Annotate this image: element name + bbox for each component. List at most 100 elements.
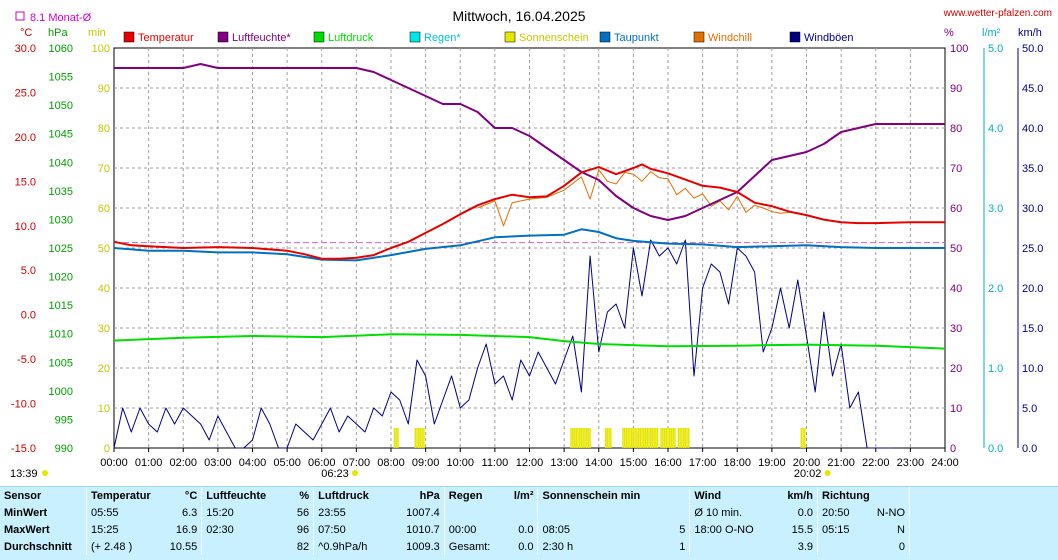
temp-tick-label: 15.0 <box>15 176 36 188</box>
legend-label: Sonnenschein <box>519 32 589 44</box>
hpa-tick-label: 1055 <box>49 72 73 84</box>
legend-label: Regen* <box>424 32 461 44</box>
hpa-tick-label: 1015 <box>49 300 73 312</box>
hpa-tick-label: 995 <box>55 414 73 426</box>
stats-cell <box>538 504 690 521</box>
temp-tick-label: 0.0 <box>21 310 36 322</box>
percent-tick-label: 30 <box>950 323 962 335</box>
unit-min: min <box>88 27 106 39</box>
stats-cell: Gesamt:0.0 <box>444 538 538 555</box>
time-tick-label: 08:00 <box>377 457 405 469</box>
min-tick-label: 0 <box>104 443 110 455</box>
temp-tick-label: -15.0 <box>11 443 36 455</box>
time-tick-label: 11:00 <box>482 457 509 469</box>
stats-header-spacer <box>910 487 1058 504</box>
kmh-tick-label: 5.0 <box>1022 403 1037 415</box>
min-tick-label: 70 <box>98 163 110 175</box>
kmh-tick-label: 20.0 <box>1022 283 1043 295</box>
time-tick-label: 04:00 <box>239 457 267 469</box>
rain-tick-label: 5.0 <box>988 43 1003 55</box>
stats-header-humidity: Luftfeuchte% <box>202 487 314 504</box>
kmh-tick-label: 15.0 <box>1022 323 1043 335</box>
update-sun-icon <box>42 470 48 476</box>
temp-tick-label: -5.0 <box>17 354 36 366</box>
legend-swatch <box>218 32 228 42</box>
time-tick-label: 19:00 <box>758 457 786 469</box>
kmh-tick-label: 40.0 <box>1022 123 1043 135</box>
time-tick-label: 01:00 <box>135 457 163 469</box>
temp-tick-label: 30.0 <box>15 43 36 55</box>
hpa-tick-label: 1000 <box>49 386 73 398</box>
hpa-tick-label: 990 <box>55 443 73 455</box>
unit-hpa: hPa <box>48 27 68 39</box>
hpa-tick-label: 1040 <box>49 157 73 169</box>
site-link[interactable]: www.wetter-pfalzen.com <box>943 8 1052 19</box>
percent-tick-label: 40 <box>950 283 962 295</box>
time-tick-label: 02:00 <box>169 457 197 469</box>
kmh-tick-label: 10.0 <box>1022 363 1043 375</box>
sunrise-icon <box>352 470 358 476</box>
rain-tick-label: 4.0 <box>988 123 1003 135</box>
time-tick-label: 17:00 <box>689 457 717 469</box>
time-tick-label: 09:00 <box>412 457 440 469</box>
time-tick-label: 13:00 <box>550 457 578 469</box>
min-tick-label: 90 <box>98 83 110 95</box>
hpa-tick-label: 1020 <box>49 272 73 284</box>
temp-tick-label: -10.0 <box>11 399 36 411</box>
stats-header-temp: Temperatur°C <box>87 487 202 504</box>
percent-tick-label: 90 <box>950 83 962 95</box>
stats-cell: 82 <box>202 538 314 555</box>
min-tick-label: 10 <box>98 403 110 415</box>
stats-header-row: Sensor Temperatur°C Luftfeuchte% Luftdru… <box>0 487 1058 504</box>
unit-percent: % <box>944 27 954 39</box>
stats-header-direction: Richtung <box>818 487 910 504</box>
kmh-tick-label: 0.0 <box>1022 443 1037 455</box>
min-tick-label: 100 <box>92 43 110 55</box>
percent-tick-label: 60 <box>950 203 962 215</box>
temp-tick-label: 10.0 <box>15 221 36 233</box>
hpa-tick-label: 1035 <box>49 186 73 198</box>
min-tick-label: 60 <box>98 203 110 215</box>
percent-tick-label: 10 <box>950 403 962 415</box>
time-tick-label: 03:00 <box>204 457 232 469</box>
stats-spacer <box>910 521 1058 538</box>
stats-row-label: MinWert <box>0 504 87 521</box>
stats-header-sun: Sonnenschein min <box>538 487 690 504</box>
sunset-icon <box>825 470 831 476</box>
sunrise-label: 06:23 <box>321 468 349 480</box>
stats-row-label: Durchschnitt <box>0 538 87 555</box>
stats-spacer <box>910 538 1058 555</box>
stats-row-avg: Durchschnitt (+ 2.48 )10.55 82 ^0.9hPa/h… <box>0 538 1058 555</box>
rain-tick-label: 0.0 <box>988 443 1003 455</box>
legend-label: Luftfeuchte* <box>232 32 291 44</box>
time-tick-label: 22:00 <box>862 457 890 469</box>
rain-tick-label: 3.0 <box>988 203 1003 215</box>
stats-spacer <box>910 504 1058 521</box>
time-tick-label: 16:00 <box>654 457 682 469</box>
percent-tick-label: 50 <box>950 243 962 255</box>
time-tick-label: 14:00 <box>585 457 613 469</box>
percent-tick-label: 0 <box>950 443 956 455</box>
time-tick-label: 24:00 <box>931 457 959 469</box>
stats-table: Sensor Temperatur°C Luftfeuchte% Luftdru… <box>0 487 1058 555</box>
unit-celsius: °C <box>20 27 32 39</box>
legend-label: Windchill <box>708 32 752 44</box>
legend-label: Temperatur <box>138 32 194 44</box>
stats-cell: (+ 2.48 )10.55 <box>87 538 202 555</box>
legend-swatch <box>505 32 515 42</box>
stats-panel: Sensor Temperatur°C Luftfeuchte% Luftdru… <box>0 486 1058 560</box>
stats-cell <box>444 504 538 521</box>
